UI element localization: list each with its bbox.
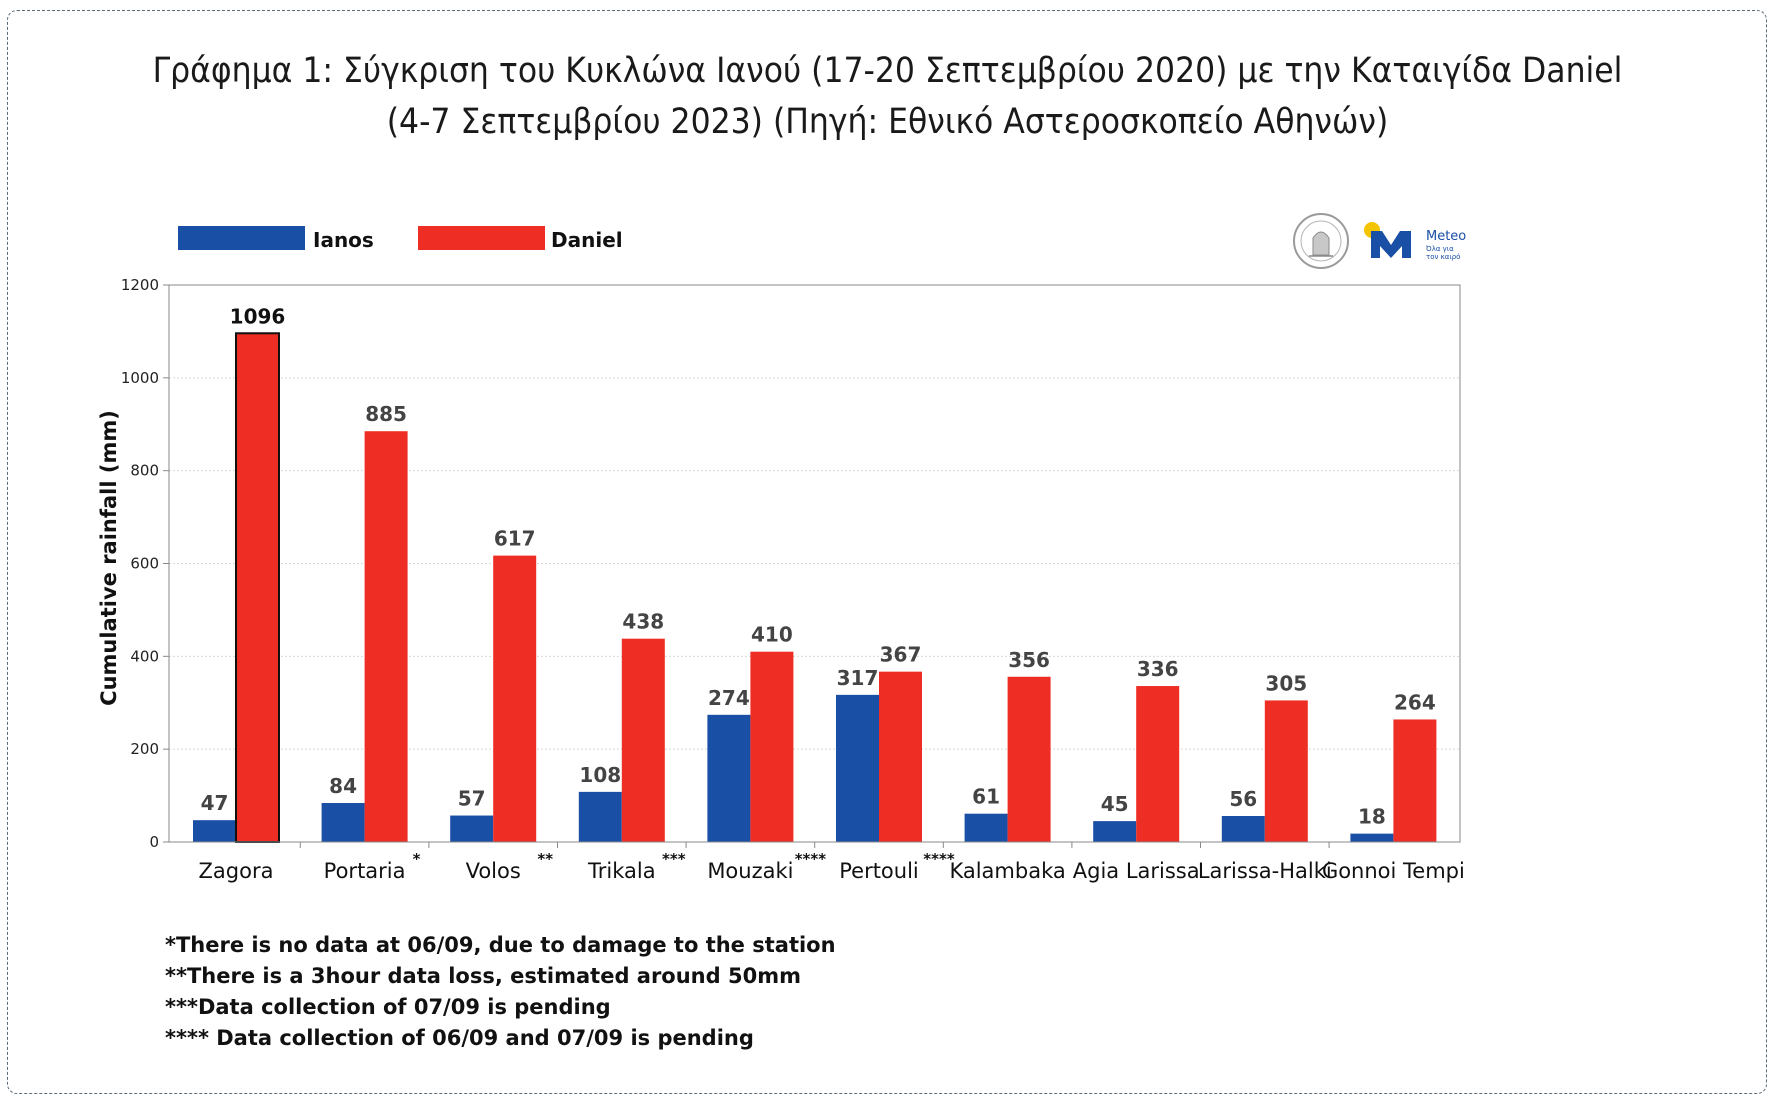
bar-daniel [1393, 719, 1437, 842]
x-tick-mark: ** [537, 850, 553, 868]
data-label-ianos: 57 [458, 787, 486, 811]
bar-ianos [836, 694, 879, 842]
bar-ianos [1093, 821, 1137, 842]
y-axis-label: Cumulative rainfall (mm) [97, 410, 121, 706]
data-label-ianos: 45 [1101, 792, 1129, 816]
bar-daniel [235, 332, 280, 843]
y-tick-label: 200 [130, 740, 159, 758]
y-tick-label: 0 [149, 833, 159, 851]
data-label-daniel: 617 [494, 527, 536, 551]
x-tick-label: Kalambaka [949, 859, 1065, 883]
y-tick-label: 1200 [121, 276, 159, 294]
legend-label-daniel: Daniel [551, 228, 623, 252]
data-label-ianos: 61 [972, 785, 1000, 809]
bar-ianos [193, 820, 236, 842]
y-tick-label: 800 [130, 462, 159, 480]
y-tick-label: 600 [130, 555, 159, 573]
data-label-daniel: 885 [365, 402, 407, 426]
bar-ianos [321, 803, 365, 842]
footnotes: *There is no data at 06/09, due to damag… [165, 930, 836, 1054]
footnote-4: **** Data collection of 06/09 and 07/09 … [165, 1026, 754, 1050]
data-label-daniel: 438 [622, 610, 664, 634]
bar-daniel [621, 638, 665, 842]
legend-label-ianos: Ianos [313, 228, 374, 252]
bar-ianos [1221, 816, 1265, 842]
x-tick-label: Gonnoi Tempi [1322, 859, 1465, 883]
data-label-daniel: 410 [751, 623, 793, 647]
bar-daniel [1264, 700, 1308, 842]
bar-ianos [1350, 833, 1394, 842]
data-label-ianos: 84 [329, 774, 357, 798]
legend: Ianos Daniel [178, 226, 623, 252]
data-label-daniel: 264 [1394, 690, 1436, 714]
footnote-3: ***Data collection of 07/09 is pending [165, 995, 611, 1019]
footnote-2: **There is a 3hour data loss, estimated … [165, 964, 801, 988]
bars-layer [193, 332, 1437, 843]
data-label-ianos: 108 [579, 763, 621, 787]
x-tick-mark: *** [662, 850, 686, 868]
data-label-ianos: 18 [1358, 805, 1386, 829]
x-tick-label: Volos [466, 859, 521, 883]
title-line-2: (4-7 Σεπτεμβρίου 2023) (Πηγή: Εθνικό Αστ… [386, 102, 1389, 142]
axis-layer: 0 200 400 600 800 1000 1200 Zagora Portaria * Volo… [121, 276, 1465, 883]
footnote-1: *There is no data at 06/09, due to damag… [165, 933, 836, 957]
bar-ianos [450, 815, 494, 842]
bar-ianos [707, 714, 751, 842]
y-tick-label: 400 [130, 647, 159, 665]
data-label-ianos: 317 [837, 666, 879, 690]
figure-title: Γράφημα 1: Σύγκριση του Κυκλώνα Ιανού (1… [0, 46, 1775, 148]
x-tick-label: Zagora [199, 859, 274, 883]
meteo-logo: Meteo Όλα για τον καιρό [1364, 222, 1466, 261]
title-line-1: Γράφημα 1: Σύγκριση του Κυκλώνα Ιανού (1… [152, 51, 1623, 91]
bar-daniel [493, 555, 537, 842]
data-label-daniel: 305 [1265, 671, 1307, 695]
x-tick-label: Trikala [587, 859, 656, 883]
x-tick-mark: **** [923, 850, 955, 868]
bar-daniel [1007, 676, 1051, 842]
bar-daniel [364, 431, 408, 842]
data-label-daniel: 336 [1137, 657, 1179, 681]
meteo-subtext-2: τον καιρό [1426, 253, 1460, 261]
x-tick-mark: **** [795, 850, 827, 868]
bar-daniel [750, 651, 794, 842]
bar-ianos [578, 791, 622, 842]
observatory-seal-icon [1293, 213, 1349, 269]
data-label-ianos: 47 [201, 791, 229, 815]
data-label-daniel: 367 [880, 643, 922, 667]
data-label-daniel: 356 [1008, 648, 1050, 672]
legend-swatch-daniel [418, 226, 545, 250]
bar-ianos [964, 813, 1008, 842]
x-tick-label: Portaria [324, 859, 406, 883]
bar-daniel [879, 671, 922, 842]
meteo-m-icon [1371, 231, 1411, 258]
x-tick-label: Pertouli [839, 859, 919, 883]
bar-daniel [1136, 686, 1180, 842]
data-label-ianos: 56 [1229, 787, 1257, 811]
meteo-text: Meteo [1426, 229, 1466, 244]
x-tick-label: Agia Larissa [1073, 859, 1200, 883]
grid-layer [169, 377, 1460, 750]
legend-swatch-ianos [178, 226, 305, 250]
y-tick-label: 1000 [121, 369, 159, 387]
x-tick-label: Larissa-Halki [1198, 859, 1332, 883]
data-label-daniel: 1096 [230, 304, 286, 328]
x-tick-label: Mouzaki [707, 859, 793, 883]
meteo-subtext-1: Όλα για [1425, 245, 1454, 253]
data-label-ianos: 274 [708, 686, 750, 710]
figure-frame [7, 10, 1767, 1094]
x-tick-mark: * [413, 850, 421, 868]
